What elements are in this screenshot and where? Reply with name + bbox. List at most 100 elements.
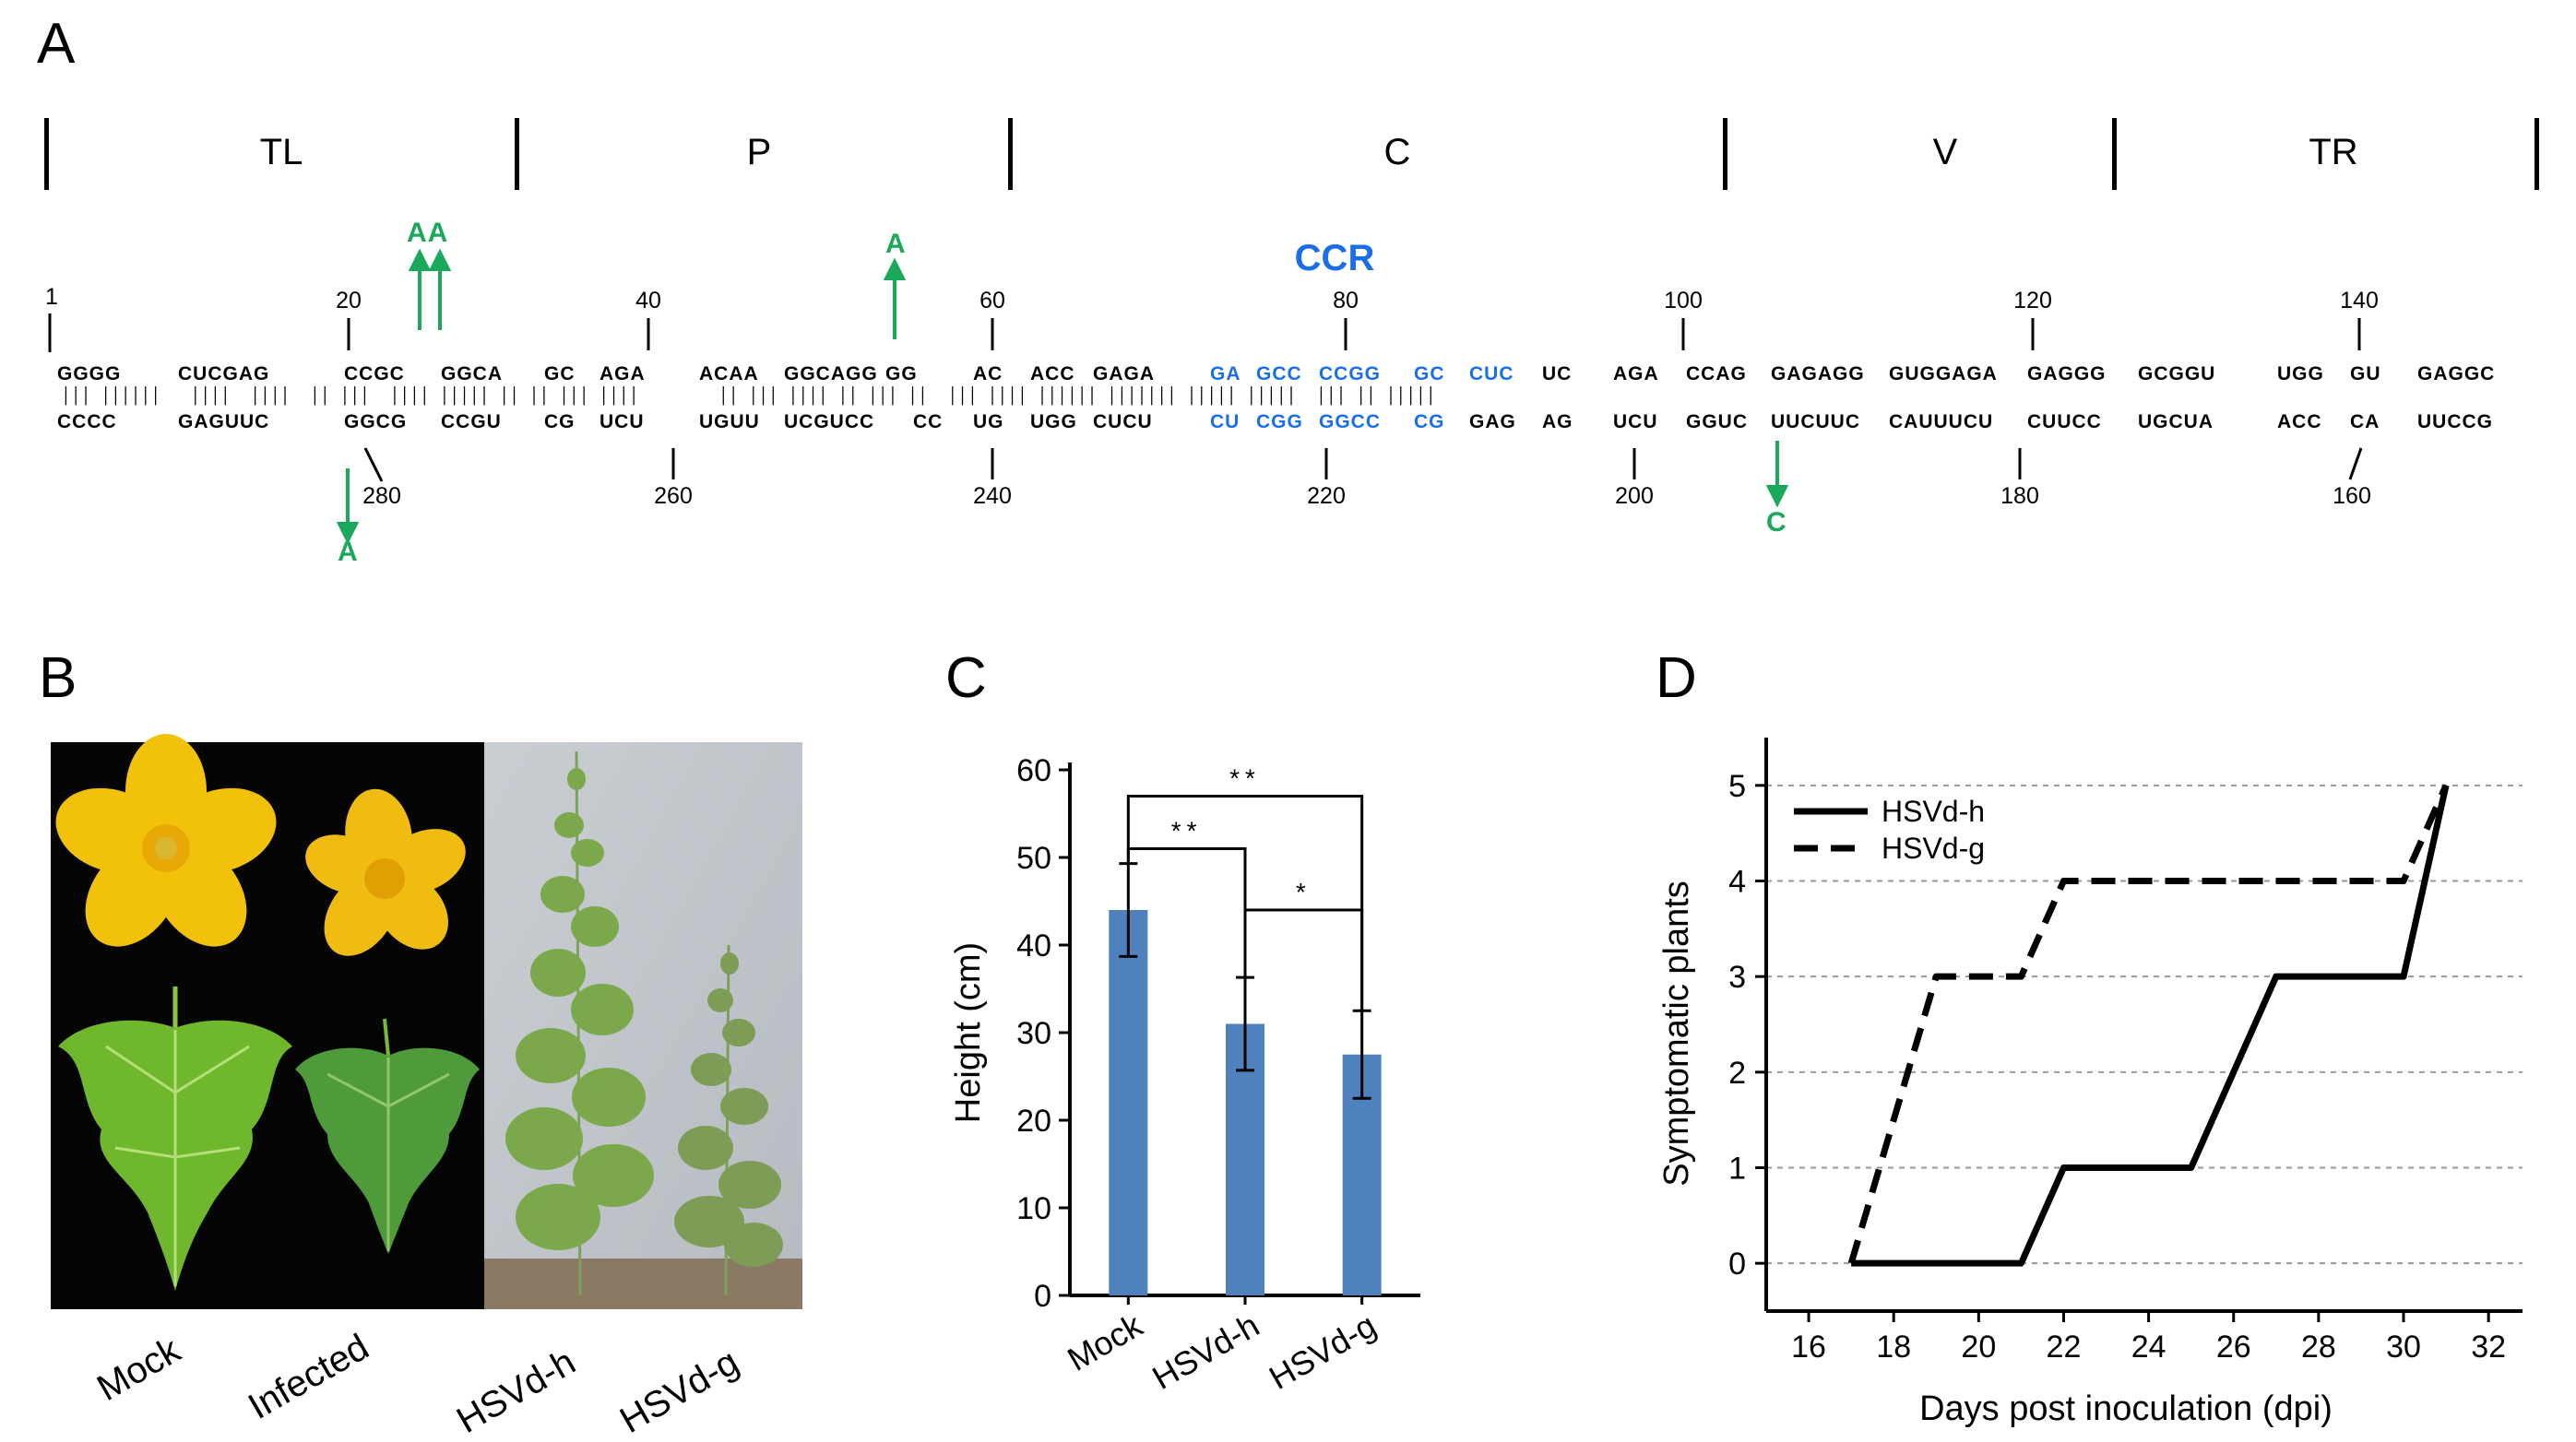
bottom-strand-segment-ccr: GGCC (1319, 411, 1381, 432)
bottom-strand-segment-ccr: CGG (1256, 411, 1303, 432)
bottom-strand-segment: UCU (599, 411, 645, 432)
region-divider (515, 118, 519, 190)
bottom-strand-segment: CC (913, 411, 944, 432)
bottom-strand-segment: AG (1542, 411, 1573, 432)
bottom-strand-segment: GAGUUC (178, 411, 270, 432)
legend-label: HSVd-g (1882, 832, 1985, 865)
y-tick-label: 4 (1728, 865, 1746, 900)
top-strand-segment: GAGGG (2027, 363, 2107, 384)
photo-label-mock: Mock (90, 1330, 187, 1410)
panel-label-c: C (945, 646, 987, 710)
bottom-strand-segment: GGUC (1686, 411, 1748, 432)
region-label-v: V (1932, 132, 1958, 172)
position-number: 160 (2333, 483, 2371, 509)
photo-label-hsvd-h: HSVd-h (450, 1341, 583, 1442)
top-strand-segment: GAGAGG (1771, 363, 1865, 384)
significance-bracket (1243, 908, 1364, 1011)
y-tick-label: 10 (1016, 1191, 1051, 1226)
top-strand-segment: GAGGC (2417, 363, 2496, 384)
top-strand-segment: CUCGAG (178, 363, 270, 384)
position-number: 260 (654, 483, 693, 509)
mutation-arrowhead (336, 522, 360, 545)
photo-label-hsvd-g: HSVd-g (613, 1341, 746, 1442)
bottom-strand-segment: GAG (1469, 411, 1516, 432)
x-tick-label: 32 (2471, 1330, 2506, 1365)
top-strand-segment-ccr: GC (1414, 363, 1445, 384)
position-number: 40 (635, 288, 661, 313)
bottom-strand-segment: UGCUA (2138, 411, 2214, 432)
top-strand-segment: UGG (2277, 363, 2324, 384)
bottom-strand-segment: CCCC (57, 411, 117, 432)
position-tick (363, 447, 384, 482)
region-label-c: C (1383, 132, 1411, 172)
panel-label-a: A (37, 12, 76, 76)
y-axis-label: Symptomatic plants (1657, 881, 1696, 1187)
top-strand-segment: AC (973, 363, 1003, 384)
region-label-p: P (746, 132, 772, 172)
x-tick-label: 18 (1876, 1330, 1911, 1365)
mutation-label: A (885, 229, 907, 259)
x-axis-label: Days post inoculation (dpi) (1919, 1389, 2333, 1428)
x-tick-label: 16 (1791, 1330, 1826, 1365)
top-strand-segment: UC (1542, 363, 1573, 384)
photo-label-infected: Infected (242, 1326, 376, 1428)
top-strand-segment: ACC (1030, 363, 1075, 384)
panel-label-b: B (39, 646, 77, 710)
bottom-strand-segment: UGG (1030, 411, 1077, 432)
bottom-strand-segment: CCGU (441, 411, 502, 432)
top-strand-segment: GGGG (57, 363, 122, 384)
position-number: 120 (2013, 288, 2052, 313)
infected-flower-image (305, 788, 466, 956)
position-tick (2348, 447, 2363, 480)
top-strand-segment-ccr: CUC (1469, 363, 1514, 384)
photo-flowers-leaves (51, 734, 484, 1309)
mutation-arrowhead (408, 248, 432, 271)
significance-bracket (1126, 795, 1364, 1011)
bottom-strand-segment: ACC (2277, 411, 2322, 432)
hsvd-g-plant-image (674, 944, 783, 1296)
position-number: 140 (2340, 288, 2379, 313)
x-tick-label: 20 (1961, 1330, 1996, 1365)
top-strand-segment: CCAG (1686, 363, 1747, 384)
bottom-strand-segment: UCU (1613, 411, 1658, 432)
position-number: 80 (1333, 288, 1359, 313)
bottom-strand-segment: CAUUUCU (1889, 411, 1994, 432)
region-divider (2534, 118, 2539, 190)
x-tick-label: 24 (2131, 1330, 2166, 1365)
y-tick-label: 5 (1728, 769, 1746, 804)
photo-whole-plants (484, 742, 802, 1309)
y-tick-label: 2 (1728, 1056, 1746, 1091)
bottom-strand-segment: CUCU (1093, 411, 1153, 432)
top-strand-segment: GGCA (441, 363, 503, 384)
region-label-tr: TR (2309, 132, 2358, 172)
position-number: 240 (973, 483, 1012, 509)
top-strand-segment-ccr: GCC (1256, 363, 1302, 384)
bottom-strand-segment: UGUU (699, 411, 760, 432)
top-strand-segment: GCGGU (2138, 363, 2216, 384)
bottom-strand-segment: UUCUUC (1771, 411, 1860, 432)
top-strand-segment-ccr: CCGG (1319, 363, 1381, 384)
top-strand-segment: GC (544, 363, 576, 384)
top-strand-segment-ccr: GA (1210, 363, 1241, 384)
y-tick-label: 20 (1016, 1104, 1051, 1139)
x-tick-label: HSVd-h (1146, 1306, 1265, 1397)
bottom-strand-segment: CG (544, 411, 576, 432)
ccr-label: CCR (1294, 238, 1375, 278)
position-number: 280 (362, 483, 401, 509)
mutation-arrowhead (883, 257, 907, 280)
mock-flower-image (55, 734, 277, 947)
x-tick-label: 28 (2301, 1330, 2336, 1365)
region-divider (1723, 118, 1727, 190)
bottom-strand-segment-ccr: CG (1414, 411, 1445, 432)
y-tick-label: 1 (1728, 1152, 1746, 1187)
y-tick-label: 60 (1016, 753, 1051, 788)
mutation-arrowhead (428, 248, 452, 271)
position-number: 60 (979, 288, 1005, 313)
top-strand-segment: GG (885, 363, 918, 384)
position-ticks (48, 248, 2363, 545)
series-line-hsvd-g (1847, 784, 2450, 1265)
mutation-label: C (1766, 507, 1787, 538)
position-number: 180 (2000, 483, 2039, 509)
series-line-hsvd-h (1851, 785, 2450, 1267)
region-divider (2112, 118, 2117, 190)
